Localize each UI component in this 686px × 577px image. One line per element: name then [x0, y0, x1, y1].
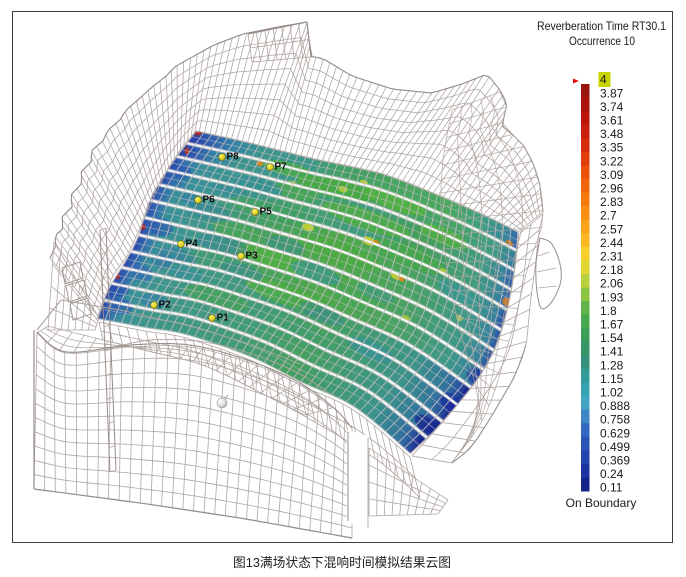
svg-text:4: 4 [600, 73, 607, 87]
svg-text:P3: P3 [246, 251, 259, 262]
svg-text:P4: P4 [186, 239, 199, 250]
svg-text:1.8: 1.8 [600, 304, 617, 318]
svg-text:1.93: 1.93 [600, 290, 624, 304]
svg-text:0.888: 0.888 [600, 399, 630, 413]
svg-text:2.96: 2.96 [600, 182, 624, 196]
svg-text:0.629: 0.629 [600, 426, 630, 440]
svg-text:P5: P5 [260, 207, 273, 218]
svg-text:3.87: 3.87 [600, 86, 624, 100]
svg-text:P1: P1 [217, 313, 230, 324]
svg-text:On Boundary: On Boundary [566, 496, 637, 510]
svg-text:1.54: 1.54 [600, 331, 624, 345]
svg-text:2.18: 2.18 [600, 263, 624, 277]
svg-text:3.35: 3.35 [600, 141, 624, 155]
svg-text:1.67: 1.67 [600, 318, 624, 332]
svg-text:1.02: 1.02 [600, 386, 624, 400]
svg-text:0.24: 0.24 [600, 467, 624, 481]
svg-text:0.11: 0.11 [600, 481, 623, 495]
svg-text:1.28: 1.28 [600, 358, 624, 372]
svg-text:Reverberation Time RT30.1: Reverberation Time RT30.1 [537, 19, 666, 33]
svg-text:3.09: 3.09 [600, 168, 624, 182]
svg-text:2.06: 2.06 [600, 277, 624, 291]
svg-text:3.22: 3.22 [600, 154, 624, 168]
svg-text:图13满场状态下混响时间模拟结果云图: 图13满场状态下混响时间模拟结果云图 [233, 555, 451, 570]
svg-text:2.57: 2.57 [600, 222, 624, 236]
svg-text:2.31: 2.31 [600, 250, 624, 264]
svg-text:0.758: 0.758 [600, 413, 630, 427]
svg-text:P2: P2 [159, 300, 172, 311]
svg-text:3.48: 3.48 [600, 127, 624, 141]
svg-text:2.44: 2.44 [600, 236, 624, 250]
svg-text:1.15: 1.15 [600, 372, 624, 386]
svg-text:2.7: 2.7 [600, 209, 617, 223]
svg-text:P8: P8 [227, 152, 240, 163]
svg-text:3.61: 3.61 [600, 114, 624, 128]
svg-text:0.369: 0.369 [600, 454, 630, 468]
svg-text:3.74: 3.74 [600, 100, 624, 114]
svg-text:P6: P6 [203, 195, 216, 206]
svg-text:2.83: 2.83 [600, 195, 624, 209]
svg-text:Occurrence 10: Occurrence 10 [569, 34, 635, 48]
svg-text:1.41: 1.41 [600, 345, 624, 359]
svg-text:0.499: 0.499 [600, 440, 630, 454]
svg-text:P7: P7 [275, 162, 288, 173]
